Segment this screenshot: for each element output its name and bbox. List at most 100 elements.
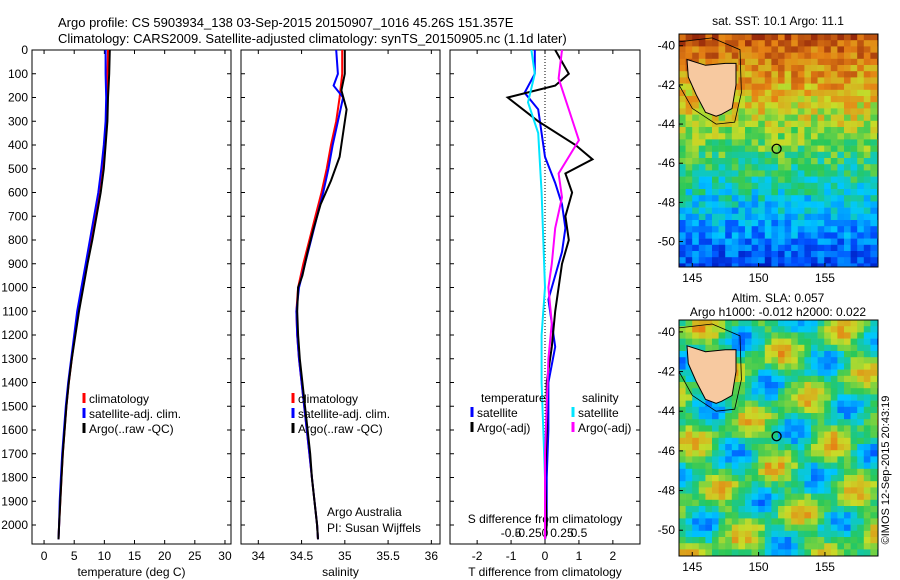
map-cell <box>844 388 851 395</box>
map-cell <box>870 400 878 408</box>
map-cell <box>863 530 871 538</box>
map-cell <box>685 425 693 432</box>
map-cell <box>679 83 686 91</box>
map-cell <box>830 145 838 153</box>
map-cell <box>685 102 693 109</box>
map-cell <box>830 83 838 91</box>
map-cell <box>870 96 878 103</box>
map-cell <box>738 226 746 233</box>
map-cell <box>718 244 726 252</box>
map-cell <box>685 437 693 445</box>
map-cell <box>679 344 686 352</box>
map-cell <box>698 400 706 408</box>
map-cell <box>844 139 851 146</box>
map-cell <box>824 133 832 140</box>
map-cell <box>784 382 792 389</box>
map-cell <box>745 207 752 215</box>
map-cell <box>764 406 772 414</box>
map-cell <box>824 450 832 457</box>
map-cell <box>758 251 766 258</box>
map-cell <box>857 65 865 72</box>
map-cell <box>751 145 759 153</box>
map-cell <box>804 481 812 488</box>
map-cell <box>758 52 766 60</box>
map-cell <box>679 251 686 258</box>
map-cell <box>804 363 812 370</box>
map-cell <box>870 413 878 420</box>
map-cell <box>685 244 693 252</box>
map-cell <box>771 65 779 72</box>
map-cell <box>751 232 759 239</box>
map-cell <box>844 363 851 370</box>
map-cell <box>725 58 733 66</box>
map-cell <box>870 351 878 358</box>
map-cell <box>679 357 686 364</box>
map-cell <box>824 195 832 202</box>
map-cell <box>784 170 792 177</box>
map-cell <box>857 232 865 239</box>
map-cell <box>679 46 686 53</box>
map-cell <box>837 244 845 252</box>
map-cell <box>863 176 871 184</box>
map-cell <box>811 468 818 476</box>
map-cell <box>850 499 858 507</box>
map-cell <box>830 71 838 78</box>
map-cell <box>758 400 766 408</box>
map-cell <box>764 238 772 246</box>
map-cell <box>771 52 779 60</box>
map-cell <box>679 363 686 370</box>
map-cell <box>764 332 772 339</box>
annotation-institution: Argo Australia <box>327 505 402 519</box>
map-cell <box>837 406 845 414</box>
map-cell <box>811 46 818 53</box>
map-cell <box>751 493 759 501</box>
map-cell <box>692 468 700 476</box>
map-cell <box>791 537 799 544</box>
map-cell <box>797 207 805 215</box>
map-cell <box>725 238 733 246</box>
map-cell <box>817 332 825 339</box>
sla-map-title-line-2: Argo h1000: -0.012 h2000: 0.022 <box>690 305 866 319</box>
map-cell <box>738 357 746 364</box>
map-cell <box>804 437 812 445</box>
map-cell <box>771 326 779 333</box>
map-cell <box>764 475 772 482</box>
map-cell <box>844 431 851 439</box>
map-cell <box>778 475 785 482</box>
map-cell <box>791 413 799 420</box>
map-cell <box>685 543 693 550</box>
map-cell <box>817 251 825 258</box>
map-cell <box>751 487 759 494</box>
map-cell <box>830 506 838 513</box>
map-cell <box>698 164 706 171</box>
map-cell <box>771 524 779 532</box>
map-cell <box>731 413 739 420</box>
map-cell <box>837 65 845 72</box>
map-cell <box>692 382 700 389</box>
map-cell <box>850 419 858 426</box>
map-cell <box>811 145 818 153</box>
map-cell <box>731 512 739 519</box>
map-cell <box>771 499 779 507</box>
map-cell <box>751 499 759 507</box>
map-cell <box>771 444 779 451</box>
map-cell <box>745 176 752 184</box>
map-cell <box>718 34 726 41</box>
map-cell <box>830 475 838 482</box>
map-cell <box>745 530 752 538</box>
map-cell <box>778 499 785 507</box>
map-cell <box>804 326 812 333</box>
map-cell <box>698 530 706 538</box>
map-cell <box>837 487 845 494</box>
map-cell <box>811 444 818 451</box>
x-tick-label: 2 <box>610 549 617 563</box>
map-cell <box>824 213 832 221</box>
map-cell <box>685 481 693 488</box>
map-cell <box>745 83 752 91</box>
map-cell <box>705 481 713 488</box>
plot-frame <box>31 49 232 545</box>
map-cell <box>837 543 845 550</box>
map-cell <box>797 220 805 227</box>
map-cell <box>791 388 799 395</box>
map-cell <box>797 351 805 358</box>
